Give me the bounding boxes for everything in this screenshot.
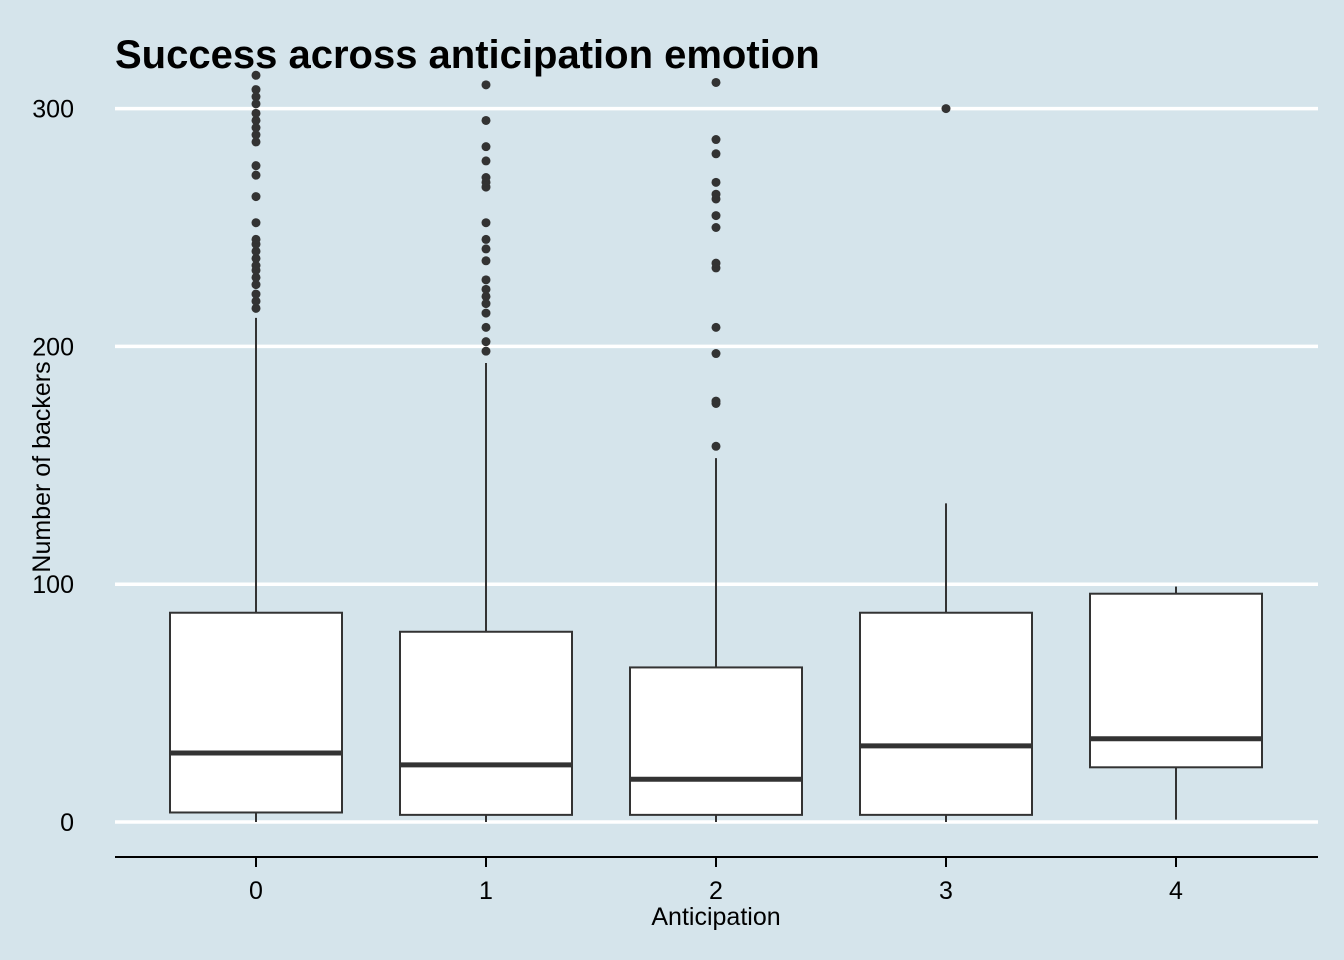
outlier-point <box>711 189 721 199</box>
outlier-point <box>481 346 491 356</box>
outlier-point <box>711 258 721 268</box>
y-tick-label: 0 <box>60 809 74 837</box>
outlier-point <box>711 77 721 87</box>
outlier-point <box>711 211 721 221</box>
outlier-point <box>251 123 261 133</box>
outlier-point <box>251 246 261 256</box>
chart-title: Success across anticipation emotion <box>115 33 820 77</box>
outlier-point <box>711 223 721 232</box>
outlier-point <box>251 170 261 180</box>
outlier-point <box>711 349 721 359</box>
box-1 <box>399 630 573 816</box>
box-layer <box>169 70 1263 822</box>
outlier-point <box>251 303 261 313</box>
outlier-point <box>251 99 261 109</box>
x-tick-label: 4 <box>1169 877 1183 905</box>
outlier-point <box>711 177 721 187</box>
outlier-point <box>481 322 491 332</box>
outlier-point <box>481 284 491 294</box>
outlier-point <box>251 253 261 263</box>
x-tick-label: 3 <box>939 877 953 905</box>
y-axis-label: Number of backers <box>28 361 56 572</box>
outlier-point <box>251 92 261 102</box>
outlier-point <box>251 130 261 140</box>
outlier-point <box>251 234 261 244</box>
outlier-point <box>251 161 261 171</box>
outlier-point <box>251 218 261 228</box>
outlier-point <box>481 337 491 347</box>
outlier-point <box>251 296 261 306</box>
outlier-point <box>481 156 491 166</box>
outlier-point <box>251 70 261 80</box>
outlier-point <box>481 275 491 285</box>
x-tick-label: 1 <box>479 877 493 905</box>
outlier-point <box>481 256 491 266</box>
outlier-point <box>251 115 261 125</box>
outlier-point <box>711 149 721 159</box>
outlier-point <box>481 291 491 301</box>
outlier-point <box>251 289 261 299</box>
box-2 <box>629 666 803 816</box>
outlier-point <box>481 299 491 309</box>
outlier-point <box>251 108 261 118</box>
axis-layer: 0 100 200 300 0 1 2 3 4 <box>32 96 1318 905</box>
box-0 <box>169 611 343 814</box>
outlier-point <box>251 192 261 202</box>
outlier-point <box>251 272 261 282</box>
outlier-point <box>251 137 261 147</box>
outlier-point <box>481 244 491 254</box>
outlier-point <box>251 261 261 271</box>
box-3 <box>859 611 1033 816</box>
y-tick-label: 200 <box>32 333 74 361</box>
outlier-point <box>711 322 721 332</box>
outlier-point <box>481 218 491 228</box>
y-tick-label: 300 <box>32 96 74 124</box>
outlier-point <box>941 104 951 114</box>
outlier-point <box>711 135 721 145</box>
outlier-point <box>251 280 261 290</box>
outlier-point <box>481 115 491 125</box>
x-tick-label: 0 <box>249 877 263 905</box>
x-axis-label: Anticipation <box>651 903 780 931</box>
y-tick-label: 100 <box>32 571 74 599</box>
outlier-point <box>481 234 491 244</box>
outlier-point <box>251 85 261 95</box>
outlier-point <box>711 441 721 451</box>
outlier-point <box>711 396 721 406</box>
outlier-point <box>481 80 491 90</box>
outlier-point <box>481 142 491 152</box>
outlier-point <box>481 173 491 183</box>
x-tick-label: 2 <box>709 877 723 905</box>
outlier-point <box>481 308 491 318</box>
